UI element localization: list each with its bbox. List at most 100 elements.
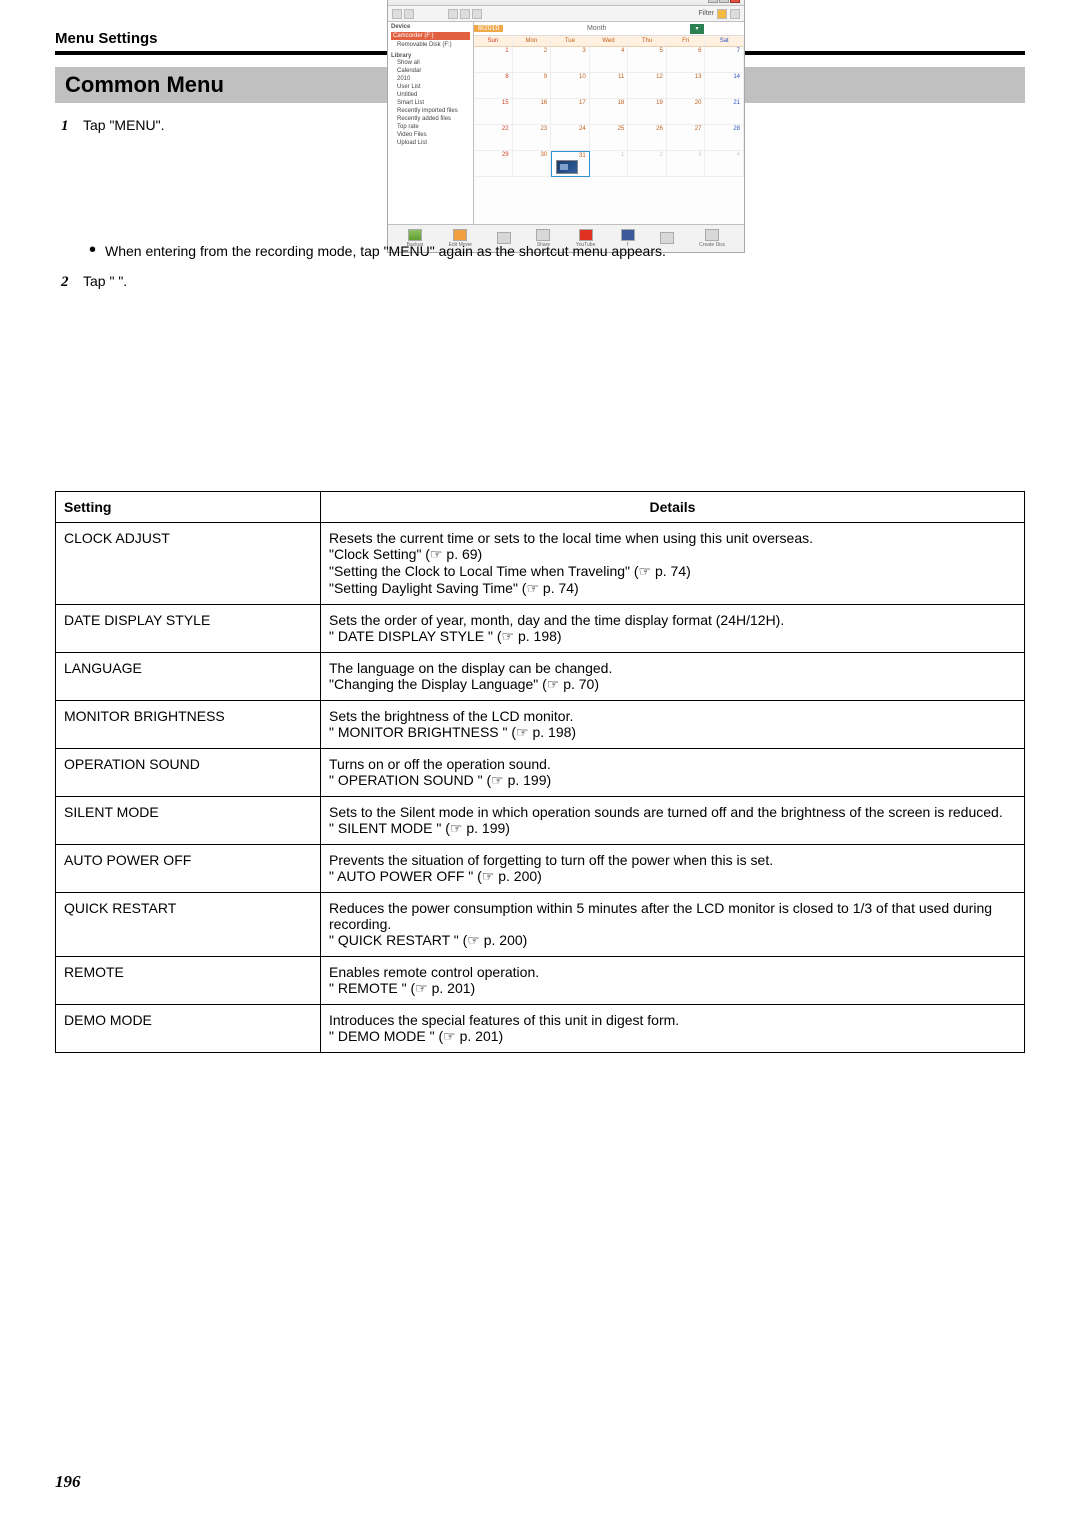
cal-cell: 3 — [551, 47, 590, 73]
cal-cell: 3 — [667, 151, 706, 177]
table-row: LANGUAGEThe language on the display can … — [56, 653, 1025, 701]
setting-name: DEMO MODE — [56, 1005, 321, 1053]
step-2: 2 Tap " ". — [61, 273, 1025, 291]
cal-cell: 21 — [705, 99, 744, 125]
tool-icon — [460, 9, 470, 19]
settings-table: Setting Details CLOCK ADJUSTResets the c… — [55, 491, 1025, 1053]
cal-cell: 30 — [513, 151, 552, 177]
step-1-number: 1 — [61, 118, 83, 135]
month-word: Month — [503, 25, 690, 32]
cal-cell: 27 — [667, 125, 706, 151]
setting-name: MONITOR BRIGHTNESS — [56, 701, 321, 749]
tool-icon — [404, 9, 414, 19]
camcorder-item: Camcorder (F:) — [391, 32, 470, 40]
maximize-icon — [719, 0, 729, 3]
setting-name: REMOTE — [56, 957, 321, 1005]
table-row: MONITOR BRIGHTNESSSets the brightness of… — [56, 701, 1025, 749]
day-header: Mon — [513, 36, 552, 47]
sidebar-item: Untitled — [391, 91, 470, 99]
filter-label: Filter — [698, 10, 714, 17]
sidebar-item: Show all — [391, 59, 470, 67]
cal-cell: 1 — [474, 47, 513, 73]
col-setting: Setting — [56, 492, 321, 523]
setting-name: AUTO POWER OFF — [56, 845, 321, 893]
cal-cell: 2 — [513, 47, 552, 73]
cal-cell: 5 — [628, 47, 667, 73]
cal-cell: 7 — [705, 47, 744, 73]
page: Menu Settings Recording Date Common Menu… — [0, 0, 1080, 1113]
cal-cell: 29 — [474, 151, 513, 177]
day-header: Wed — [590, 36, 629, 47]
filter-icon — [717, 9, 727, 19]
tool-icon — [472, 9, 482, 19]
month-label: 8/2010 — [474, 25, 503, 32]
calendar-grid: Sun Mon Tue Wed Thu Fri Sat 1 2 3 4 5 6 … — [474, 36, 744, 177]
step-1-text: Tap "MENU". — [83, 117, 165, 133]
upper-content: 1 Tap "MENU". Everio MediaBrowser 4 — [55, 117, 1025, 291]
device-header: Device — [391, 24, 470, 30]
cal-cell: 4 — [705, 151, 744, 177]
month-selector: ▾ — [690, 24, 704, 34]
cal-cell: 4 — [590, 47, 629, 73]
table-row: AUTO POWER OFFPrevents the situation of … — [56, 845, 1025, 893]
cal-cell: 1 — [590, 151, 629, 177]
cal-cell: 14 — [705, 73, 744, 99]
window-buttons — [708, 0, 740, 3]
screenshot-body: Device Camcorder (F:) Removable Disk (F:… — [388, 22, 744, 224]
cal-cell: 13 — [667, 73, 706, 99]
day-header: Tue — [551, 36, 590, 47]
software-screenshot: Everio MediaBrowser 4 Filter — [387, 0, 745, 253]
cal-cell: 22 — [474, 125, 513, 151]
minimize-icon — [708, 0, 718, 3]
setting-name: LANGUAGE — [56, 653, 321, 701]
screenshot-sidebar: Device Camcorder (F:) Removable Disk (F:… — [388, 22, 474, 224]
setting-name: QUICK RESTART — [56, 893, 321, 957]
cal-cell: 23 — [513, 125, 552, 151]
cal-day: 31 — [579, 153, 586, 159]
sidebar-item: Recently added files — [391, 115, 470, 123]
step-2-text: Tap " ". — [83, 273, 127, 289]
screenshot-calendar: 8/2010 Month ▾ Sun Mon Tue Wed Thu Fri S… — [474, 22, 744, 224]
sidebar-item: Smart List — [391, 99, 470, 107]
cal-cell: 12 — [628, 73, 667, 99]
table-row: DATE DISPLAY STYLESets the order of year… — [56, 605, 1025, 653]
setting-name: CLOCK ADJUST — [56, 523, 321, 605]
cal-cell: 24 — [551, 125, 590, 151]
cal-cell: 26 — [628, 125, 667, 151]
screenshot-toolbar: Filter — [388, 6, 744, 22]
setting-details: Resets the current time or sets to the l… — [321, 523, 1025, 605]
table-row: REMOTEEnables remote control operation."… — [56, 957, 1025, 1005]
removable-disk-item: Removable Disk (F:) — [391, 41, 470, 49]
setting-details: Introduces the special features of this … — [321, 1005, 1025, 1053]
cal-cell: 6 — [667, 47, 706, 73]
page-number: 196 — [55, 1472, 81, 1492]
table-row: OPERATION SOUNDTurns on or off the opera… — [56, 749, 1025, 797]
video-thumb-icon — [556, 160, 578, 174]
cal-cell: 16 — [513, 99, 552, 125]
cal-cell: 8 — [474, 73, 513, 99]
setting-name: SILENT MODE — [56, 797, 321, 845]
cal-cell: 20 — [667, 99, 706, 125]
cal-cell: 17 — [551, 99, 590, 125]
cal-cell: 11 — [590, 73, 629, 99]
cal-cell: 25 — [590, 125, 629, 151]
table-row: CLOCK ADJUSTResets the current time or s… — [56, 523, 1025, 605]
cal-cell-highlighted: 31 — [551, 151, 590, 177]
day-header: Sun — [474, 36, 513, 47]
setting-details: Enables remote control operation." REMOT… — [321, 957, 1025, 1005]
sidebar-item: Upload List — [391, 139, 470, 147]
cal-cell: 10 — [551, 73, 590, 99]
setting-name: DATE DISPLAY STYLE — [56, 605, 321, 653]
sidebar-item: Top rate — [391, 123, 470, 131]
setting-details: Turns on or off the operation sound." OP… — [321, 749, 1025, 797]
cal-cell: 2 — [628, 151, 667, 177]
cal-cell: 28 — [705, 125, 744, 151]
cal-cell: 19 — [628, 99, 667, 125]
cal-cell: 15 — [474, 99, 513, 125]
tool-icon — [730, 9, 740, 19]
setting-details: The language on the display can be chang… — [321, 653, 1025, 701]
tool-icon — [392, 9, 402, 19]
setting-name: OPERATION SOUND — [56, 749, 321, 797]
setting-details: Prevents the situation of forgetting to … — [321, 845, 1025, 893]
setting-details: Sets to the Silent mode in which operati… — [321, 797, 1025, 845]
